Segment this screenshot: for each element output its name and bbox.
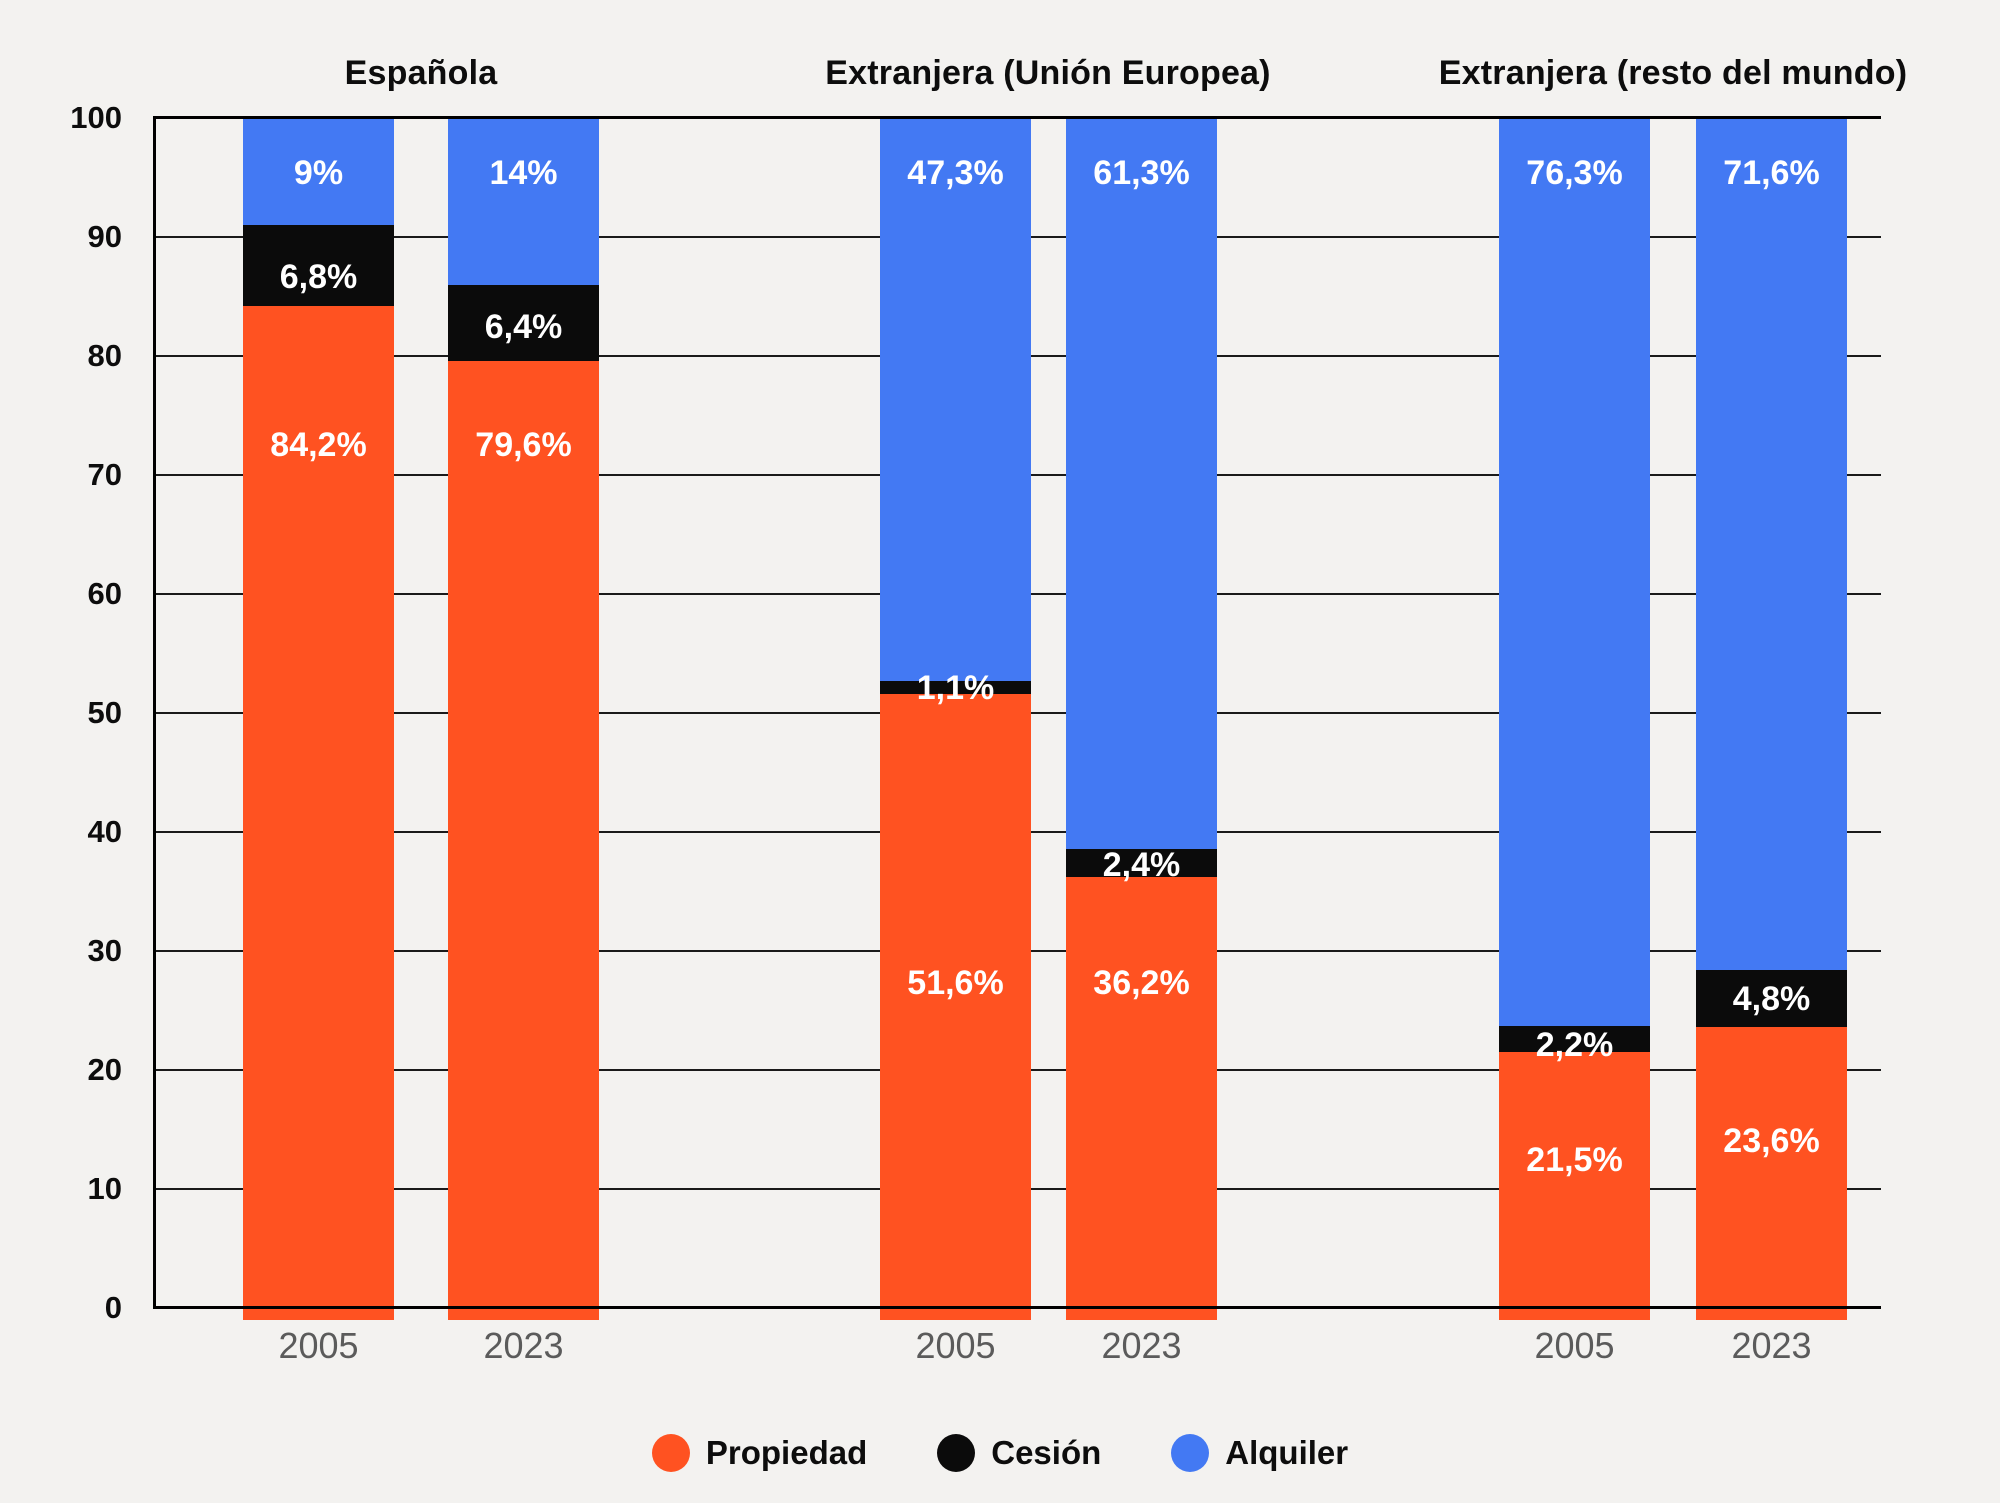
bar-segment-cesión-Extranjera (Unión Europea)-2023 <box>1066 848 1217 878</box>
bar-segment-alquiler-Española-2023 <box>448 118 599 285</box>
y-axis-tick-80: 80 <box>87 338 122 373</box>
bar-value-label: 47,3% <box>907 153 1004 192</box>
legend-item-propiedad: Propiedad <box>651 1434 868 1472</box>
bar-segment-alquiler-Extranjera (Unión Europea)-2023 <box>1066 119 1217 849</box>
bar-value-label: 21,5% <box>1526 1141 1623 1180</box>
bar-value-label: 84,2% <box>270 426 367 465</box>
x-axis-label-Extranjera (Unión Europea)-2023: 2023 <box>1101 1325 1182 1366</box>
bar-value-label: 51,6% <box>907 964 1004 1003</box>
bar-segment-cesión-Española-2005 <box>243 225 394 306</box>
bar-segment-propiedad-Extranjera (Unión Europea)-2005 <box>880 693 1031 1320</box>
bar-segment-cesión-Extranjera (Unión Europea)-2005 <box>880 680 1031 694</box>
x-axis-label-Española-2023: 2023 <box>483 1325 564 1366</box>
y-axis-line <box>153 116 156 1309</box>
bar-segment-propiedad-Extranjera (resto del mundo)-2023 <box>1696 1027 1847 1320</box>
top-gridline <box>155 116 1881 119</box>
y-axis-tick-100: 100 <box>70 100 122 135</box>
bar-segment-cesión-Española-2023 <box>448 284 599 361</box>
legend-item-cesion: Cesión <box>937 1434 1101 1472</box>
legend-item-alquiler: Alquiler <box>1171 1434 1348 1472</box>
bar-segment-propiedad-Extranjera (resto del mundo)-2005 <box>1499 1052 1650 1320</box>
bar-value-label: 4,8% <box>1732 979 1811 1018</box>
y-axis-tick-60: 60 <box>87 576 122 611</box>
bar-value-label: 79,6% <box>475 426 572 465</box>
bar-value-label: 2,2% <box>1535 1026 1614 1064</box>
bar-value-label: 23,6% <box>1723 1122 1820 1161</box>
bar-value-label: 36,2% <box>1093 964 1190 1003</box>
y-axis-tick-40: 40 <box>87 814 122 849</box>
bar-value-label: 2,4% <box>1102 846 1181 885</box>
y-axis-tick-20: 20 <box>87 1052 122 1087</box>
bar-value-label: 1,1% <box>916 669 995 707</box>
bar-value-label: 6,4% <box>484 308 563 347</box>
legend-label-cesion: Cesión <box>991 1434 1102 1471</box>
legend-label-propiedad: Propiedad <box>705 1434 868 1471</box>
bar-segment-alquiler-Extranjera (resto del mundo)-2005 <box>1499 118 1650 1026</box>
bar-value-label: 14% <box>489 153 558 192</box>
group-title-extranjera-ue: Extranjera (Unión Europea) <box>825 54 1271 92</box>
propiedad-dot-icon <box>651 1434 690 1472</box>
bar-value-label: 71,6% <box>1723 153 1820 192</box>
bar-segment-propiedad-Extranjera (Unión Europea)-2023 <box>1066 877 1217 1320</box>
bar-segment-cesión-Extranjera (resto del mundo)-2023 <box>1696 970 1847 1028</box>
cesion-dot-icon <box>937 1434 976 1472</box>
x-axis-label-Extranjera (resto del mundo)-2005: 2005 <box>1534 1325 1615 1366</box>
bar-segment-propiedad-Española-2005 <box>243 306 394 1320</box>
x-axis-label-Extranjera (resto del mundo)-2023: 2023 <box>1731 1325 1812 1366</box>
x-axis-baseline <box>153 1306 1881 1309</box>
y-axis-tick-30: 30 <box>87 933 122 968</box>
y-axis-tick-70: 70 <box>87 457 122 492</box>
bar-segment-cesión-Extranjera (resto del mundo)-2005 <box>1499 1025 1650 1053</box>
y-axis-tick-0: 0 <box>104 1290 122 1325</box>
y-axis-tick-50: 50 <box>87 695 122 730</box>
x-axis-label-Española-2005: 2005 <box>278 1325 359 1366</box>
legend-label-alquiler: Alquiler <box>1225 1434 1349 1471</box>
y-axis-tick-90: 90 <box>87 219 122 254</box>
bar-segment-alquiler-Extranjera (Unión Europea)-2005 <box>880 118 1031 681</box>
bar-value-label: 9% <box>293 153 344 192</box>
bar-value-label: 76,3% <box>1526 153 1623 192</box>
x-axis-label-Extranjera (Unión Europea)-2005: 2005 <box>915 1325 996 1366</box>
bar-value-label: 6,8% <box>279 258 358 297</box>
group-title-espanola: Española <box>344 54 498 92</box>
y-axis-tick-10: 10 <box>87 1171 122 1206</box>
bar-segment-alquiler-Española-2005 <box>243 118 394 226</box>
bar-segment-propiedad-Española-2023 <box>448 360 599 1320</box>
bar-value-label: 61,3% <box>1093 153 1190 192</box>
alquiler-dot-icon <box>1171 1434 1210 1472</box>
bar-segment-alquiler-Extranjera (resto del mundo)-2023 <box>1696 118 1847 971</box>
group-title-extranjera-resto: Extranjera (resto del mundo) <box>1438 54 1908 92</box>
legend: Propiedad Cesión Alquiler <box>0 1434 2000 1472</box>
